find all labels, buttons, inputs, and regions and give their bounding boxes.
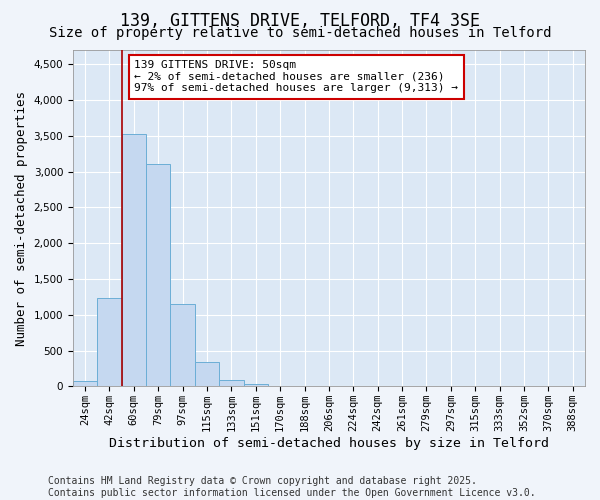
Text: 139, GITTENS DRIVE, TELFORD, TF4 3SE: 139, GITTENS DRIVE, TELFORD, TF4 3SE (120, 12, 480, 30)
Text: 139 GITTENS DRIVE: 50sqm
← 2% of semi-detached houses are smaller (236)
97% of s: 139 GITTENS DRIVE: 50sqm ← 2% of semi-de… (134, 60, 458, 94)
Bar (244, 384, 268, 386)
X-axis label: Distribution of semi-detached houses by size in Telford: Distribution of semi-detached houses by … (109, 437, 549, 450)
Bar (219, 380, 244, 386)
Y-axis label: Number of semi-detached properties: Number of semi-detached properties (15, 90, 28, 346)
Bar (122, 134, 146, 386)
Bar (97, 298, 122, 386)
Bar (170, 304, 195, 386)
Text: Contains HM Land Registry data © Crown copyright and database right 2025.
Contai: Contains HM Land Registry data © Crown c… (48, 476, 536, 498)
Bar (195, 362, 219, 386)
Bar (146, 164, 170, 386)
Bar (73, 380, 97, 386)
Text: Size of property relative to semi-detached houses in Telford: Size of property relative to semi-detach… (49, 26, 551, 40)
